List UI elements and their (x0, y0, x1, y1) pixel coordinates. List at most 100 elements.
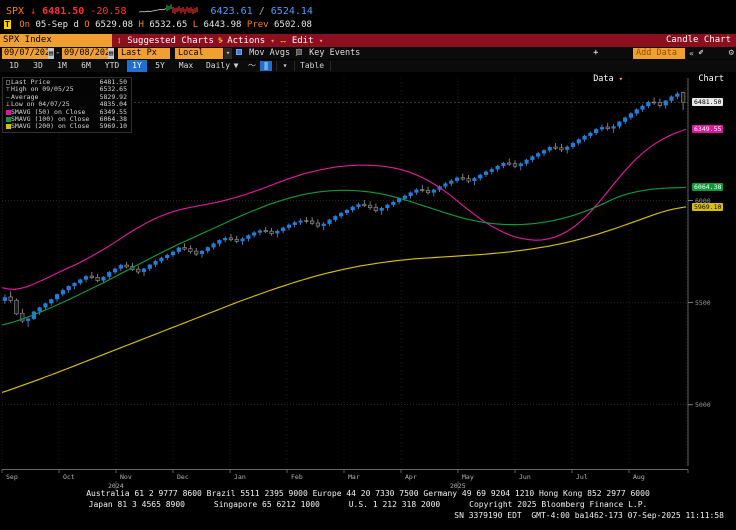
candle-body[interactable] (599, 127, 605, 130)
candle-body[interactable] (136, 268, 141, 273)
key-events-toggle[interactable]: Key Events (296, 47, 360, 60)
candle-body[interactable] (211, 243, 216, 248)
candle-body[interactable] (54, 294, 60, 300)
candle-body[interactable] (153, 261, 158, 265)
candle-body[interactable] (536, 153, 541, 157)
candle-body[interactable] (565, 146, 570, 150)
table-button[interactable]: Table (300, 61, 325, 70)
more-chart-types-icon[interactable]: ▾ (282, 61, 288, 70)
range-1y[interactable]: 1Y (127, 60, 147, 72)
interval-dropdown-icon[interactable]: ▼ (233, 61, 239, 70)
candle-body[interactable] (588, 132, 593, 137)
candle-body[interactable] (49, 299, 54, 304)
candle-body[interactable] (240, 238, 245, 242)
gear-icon[interactable]: ⚙ (728, 48, 734, 58)
candle-body[interactable] (611, 126, 616, 129)
candle-body[interactable] (170, 251, 176, 256)
candle-body[interactable] (205, 247, 210, 252)
candle-body[interactable] (275, 230, 280, 234)
candle-body[interactable] (431, 189, 436, 193)
candle-body[interactable] (89, 275, 94, 279)
range-5y[interactable]: 5Y (155, 61, 165, 70)
candle-body[interactable] (14, 299, 19, 315)
candle-body[interactable] (379, 207, 384, 211)
candle-body[interactable] (263, 230, 268, 232)
legend-row[interactable]: □Last Price 6481.50 (5, 78, 129, 86)
candle-body[interactable] (101, 276, 106, 281)
candle-body[interactable] (483, 171, 489, 175)
candle-body[interactable] (443, 183, 448, 187)
candle-body[interactable] (8, 296, 13, 301)
candle-body[interactable] (188, 248, 193, 252)
mov-avgs-toggle[interactable]: Mov Avgs ∕ (236, 47, 300, 60)
candle-body[interactable] (576, 139, 581, 144)
actions-menu[interactable]: ⥉ Actions ▾ (218, 34, 275, 48)
legend-row[interactable]: SMAVG (200) on Close 5969.10 (5, 122, 129, 130)
candle-body[interactable] (594, 129, 599, 134)
candle-body[interactable] (425, 190, 431, 194)
candle-body[interactable] (582, 135, 587, 140)
interval-select[interactable]: Daily (205, 61, 231, 70)
ticker-symbol[interactable]: SPX (6, 6, 25, 17)
candle-body[interactable] (339, 212, 344, 217)
calendar-icon[interactable]: ▤ (48, 48, 54, 59)
candle-body[interactable] (246, 235, 251, 239)
candle-body[interactable] (25, 318, 31, 321)
candle-body[interactable] (107, 272, 112, 277)
candle-body[interactable] (118, 265, 123, 269)
candle-body[interactable] (141, 268, 147, 272)
candle-body[interactable] (112, 268, 118, 273)
candle-body[interactable] (524, 159, 529, 164)
candle-body[interactable] (373, 206, 378, 212)
candle-body[interactable] (72, 282, 77, 287)
candle-body[interactable] (460, 177, 465, 180)
candle-body[interactable] (228, 237, 234, 241)
currency-dropdown-icon[interactable]: ▾ (224, 48, 232, 59)
candle-body[interactable] (257, 230, 263, 233)
edit-menu[interactable]: ⥐ Edit ▾ (280, 34, 323, 48)
candle-body[interactable] (402, 195, 407, 199)
candle-body[interactable] (396, 198, 402, 203)
candle-body[interactable] (559, 147, 564, 151)
candle-body[interactable] (518, 163, 523, 167)
candle-body[interactable] (281, 227, 286, 232)
candle-body[interactable] (547, 147, 552, 151)
candle-body[interactable] (223, 238, 228, 241)
price-type-select[interactable]: Last Px (118, 48, 170, 59)
candle-body[interactable] (83, 276, 89, 280)
range-6m[interactable]: 6M (81, 61, 91, 70)
candle-body[interactable] (391, 201, 396, 205)
candle-body[interactable] (292, 222, 297, 225)
candle-body[interactable] (385, 204, 390, 209)
candle-body[interactable] (344, 210, 349, 214)
candle-body[interactable] (20, 312, 25, 322)
candle-body[interactable] (449, 180, 454, 184)
candle-body[interactable] (420, 189, 425, 192)
candle-body[interactable] (2, 297, 7, 301)
candle-body[interactable] (147, 264, 152, 269)
candle-body[interactable] (628, 113, 634, 118)
candle-body[interactable] (408, 192, 413, 196)
candle-body[interactable] (362, 203, 367, 206)
candle-body[interactable] (37, 307, 42, 312)
candle-body[interactable] (124, 264, 129, 268)
candle-body[interactable] (617, 121, 622, 127)
candle-body[interactable] (182, 247, 187, 250)
line-chart-icon[interactable]: 〜 (248, 61, 256, 70)
candle-body[interactable] (95, 277, 100, 281)
candle-body[interactable] (489, 169, 494, 172)
suggested-charts-menu[interactable]: ⥑ Suggested Charts ▾ (118, 34, 224, 48)
candle-body[interactable] (570, 143, 576, 147)
date-from-input[interactable]: 09/07/2024 (2, 48, 56, 59)
currency-select[interactable]: Local CCY (175, 48, 223, 69)
range-ytd[interactable]: YTD (104, 61, 120, 70)
candle-body[interactable] (472, 178, 477, 182)
price-plot[interactable]: 5000 5500 6000 (0, 76, 712, 468)
candle-body[interactable] (640, 105, 645, 110)
candle-body[interactable] (66, 285, 71, 291)
candle-body[interactable] (669, 96, 674, 101)
candle-body[interactable] (252, 232, 257, 236)
legend-row[interactable]: ⊤High on 09/05/25 6532.65 (5, 85, 129, 93)
security-input[interactable]: SPX Index (0, 34, 112, 47)
candle-chart-icon[interactable]: ‖ (260, 61, 272, 71)
